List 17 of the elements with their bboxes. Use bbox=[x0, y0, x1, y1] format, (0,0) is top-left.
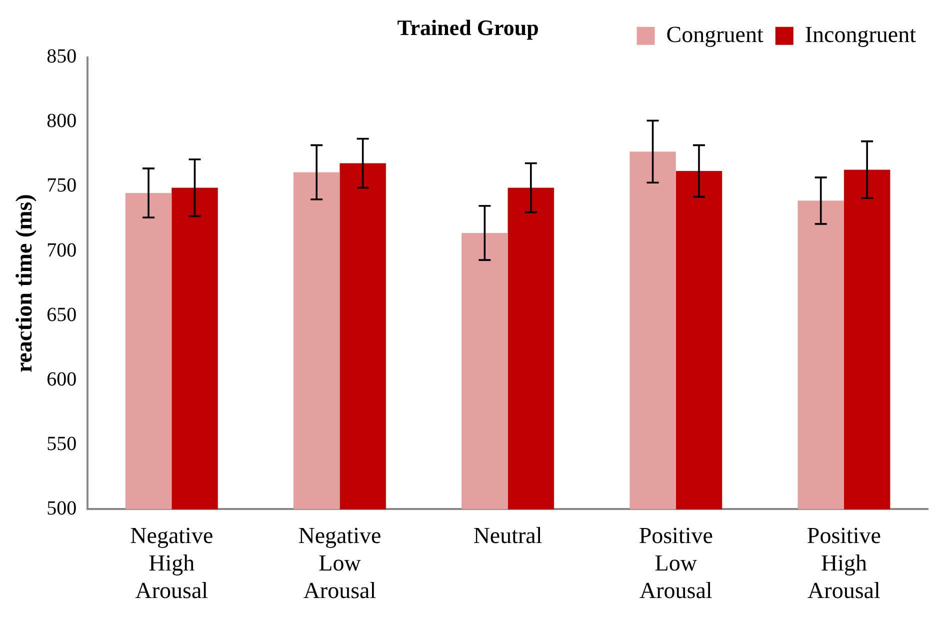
y-tick-label: 750 bbox=[46, 174, 77, 197]
y-tick-label: 800 bbox=[46, 110, 77, 132]
legend-label: Congruent bbox=[666, 22, 764, 47]
x-tick-label: Positive High Arousal bbox=[806, 523, 882, 604]
x-tick-label: Negative High Arousal bbox=[130, 523, 214, 604]
y-tick-label: 850 bbox=[46, 46, 77, 68]
x-tick-label: Neutral bbox=[473, 523, 542, 548]
x-tick-label: Negative Low Arousal bbox=[298, 523, 382, 604]
y-tick-label: 700 bbox=[46, 239, 77, 262]
y-tick-label: 600 bbox=[46, 368, 77, 390]
y-axis-title: reaction time (ms) bbox=[12, 194, 37, 373]
legend-label: Incongruent bbox=[804, 22, 917, 47]
y-tick-label: 500 bbox=[46, 497, 77, 520]
x-tick-label: Positive Low Arousal bbox=[638, 523, 713, 604]
chart-title: Trained Group bbox=[397, 14, 539, 40]
y-tick-label: 650 bbox=[46, 304, 77, 326]
y-tick-label: 550 bbox=[46, 432, 77, 455]
